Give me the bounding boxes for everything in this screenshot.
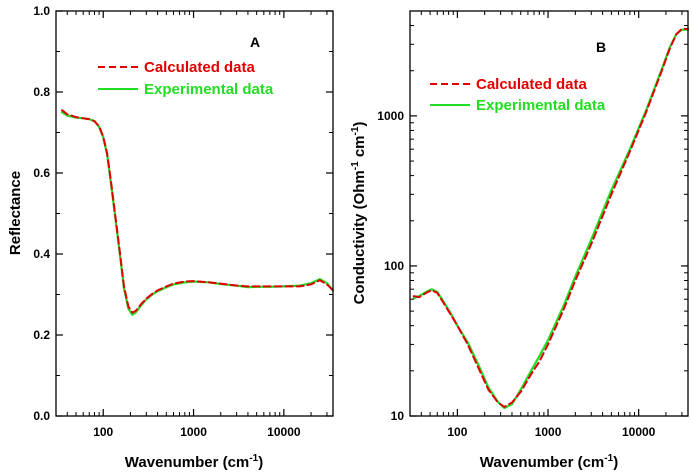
panel-b-x-tick-label: 100 xyxy=(447,425,467,439)
panel-b-ylabel: Conductivity (Ohm-1 cm-1) xyxy=(350,122,368,305)
panel-a-ticks: 100 1000 10000 0.0 0.2 0.4 0.6 0.8 1.0 xyxy=(33,4,333,439)
panel-a-y-tick-label: 1.0 xyxy=(33,4,50,18)
panel-a-experimental-line xyxy=(60,111,335,316)
panel-a-legend-experimental-label: Experimental data xyxy=(144,81,274,98)
panel-a-x-tick-label: 100 xyxy=(93,425,113,439)
panel-b-chart: 100 1000 10000 10 100 1000 B Calculated data … xyxy=(350,10,690,471)
panel-a-calculated-line xyxy=(61,109,334,314)
panel-b-frame xyxy=(409,10,689,417)
panel-a-x-tick-label: 1000 xyxy=(180,425,207,439)
panel-b-calculated-line xyxy=(412,27,689,408)
panel-a-plot-area xyxy=(60,109,335,316)
panel-b-y-tick-label: 1000 xyxy=(377,109,404,123)
panel-b-legend: Calculated data Experimental data xyxy=(430,76,606,114)
panel-a-letter: A xyxy=(250,34,260,50)
panel-b-ticks: 100 1000 10000 10 100 1000 xyxy=(377,10,688,439)
panel-a-ylabel: Reflectance xyxy=(7,171,24,255)
panel-a-chart: 100 1000 10000 0.0 0.2 0.4 0.6 0.8 1.0 A Calcula… xyxy=(7,4,335,471)
panel-b-y-tick-label: 10 xyxy=(391,409,405,423)
panel-a-legend-calculated-label: Calculated data xyxy=(144,59,256,76)
panel-b-legend-calculated-label: Calculated data xyxy=(476,76,588,93)
panel-b-legend-experimental-label: Experimental data xyxy=(476,97,606,114)
panel-a-y-tick-label: 0.8 xyxy=(33,85,50,99)
panel-b-plot-area xyxy=(412,27,690,410)
panel-a-legend: Calculated data Experimental data xyxy=(98,59,274,98)
panel-b-xlabel: Wavenumber (cm-1) xyxy=(480,453,618,471)
panel-b-x-tick-label: 10000 xyxy=(622,425,656,439)
panel-a-y-tick-label: 0.0 xyxy=(33,409,50,423)
panel-b-letter: B xyxy=(596,39,606,55)
panel-a-x-tick-label: 10000 xyxy=(267,425,301,439)
panel-a-y-tick-label: 0.6 xyxy=(33,166,50,180)
panel-a-xlabel: Wavenumber (cm-1) xyxy=(125,453,263,471)
panel-a-y-tick-label: 0.2 xyxy=(33,328,50,342)
panel-b-y-tick-label: 100 xyxy=(384,259,404,273)
panel-b-x-tick-label: 1000 xyxy=(535,425,562,439)
panel-a-y-tick-label: 0.4 xyxy=(33,247,50,261)
